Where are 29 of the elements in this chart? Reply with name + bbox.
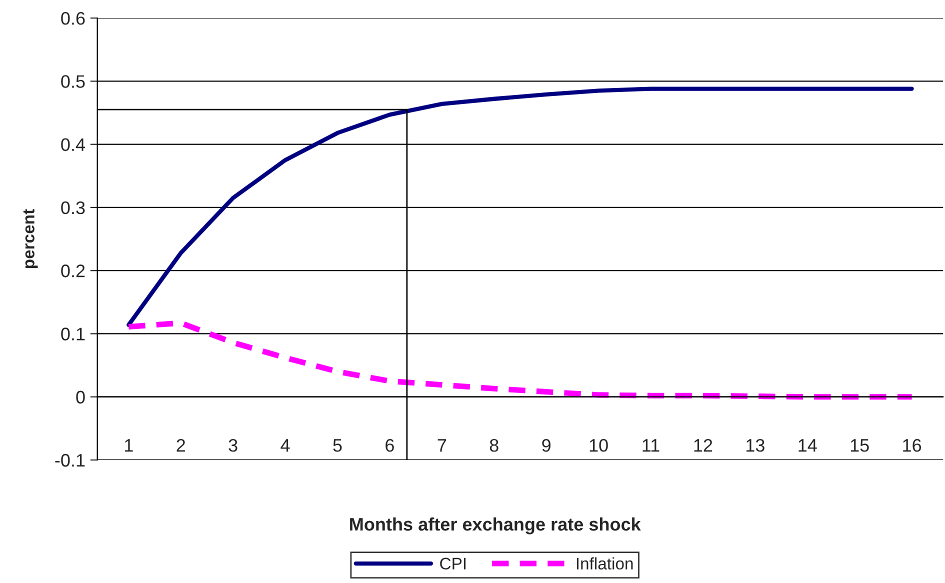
legend-label: CPI — [440, 558, 466, 570]
x-tick-label: 4 — [280, 439, 290, 452]
legend-label: Inflation — [576, 557, 633, 570]
y-tick-label: 0.6 — [61, 12, 85, 25]
x-tick-label: 14 — [798, 439, 817, 452]
x-axis-title: Months after exchange rate shock — [350, 517, 641, 534]
y-tick-label: 0.1 — [61, 328, 85, 340]
x-tick-label: 7 — [438, 439, 446, 452]
y-axis-title: percent — [23, 209, 38, 268]
x-tick-label: 16 — [903, 439, 922, 452]
x-tick-label: 12 — [694, 439, 712, 452]
x-tick-label: 11 — [642, 439, 660, 452]
y-tick-label: 0.5 — [61, 75, 85, 88]
x-tick-label: 3 — [228, 439, 238, 452]
y-tick-label: 0.2 — [61, 264, 85, 278]
x-tick-label: 8 — [490, 439, 498, 452]
x-tick-label: 6 — [386, 439, 394, 452]
y-tick-label: 0.3 — [61, 201, 85, 214]
x-tick-label: 10 — [590, 439, 608, 452]
y-tick-label: 0 — [76, 390, 85, 404]
x-tick-label: 13 — [746, 439, 764, 452]
line-series — [126, 86, 914, 327]
y-tick-label: -0.1 — [55, 454, 85, 467]
x-tick-label: 1 — [125, 439, 133, 452]
x-tick-label: 2 — [176, 439, 185, 452]
x-tick-label: 5 — [333, 439, 342, 452]
x-tick-label: 9 — [542, 439, 550, 452]
x-tick-label: 15 — [850, 439, 869, 452]
y-tick-label: 0.4 — [61, 138, 86, 152]
